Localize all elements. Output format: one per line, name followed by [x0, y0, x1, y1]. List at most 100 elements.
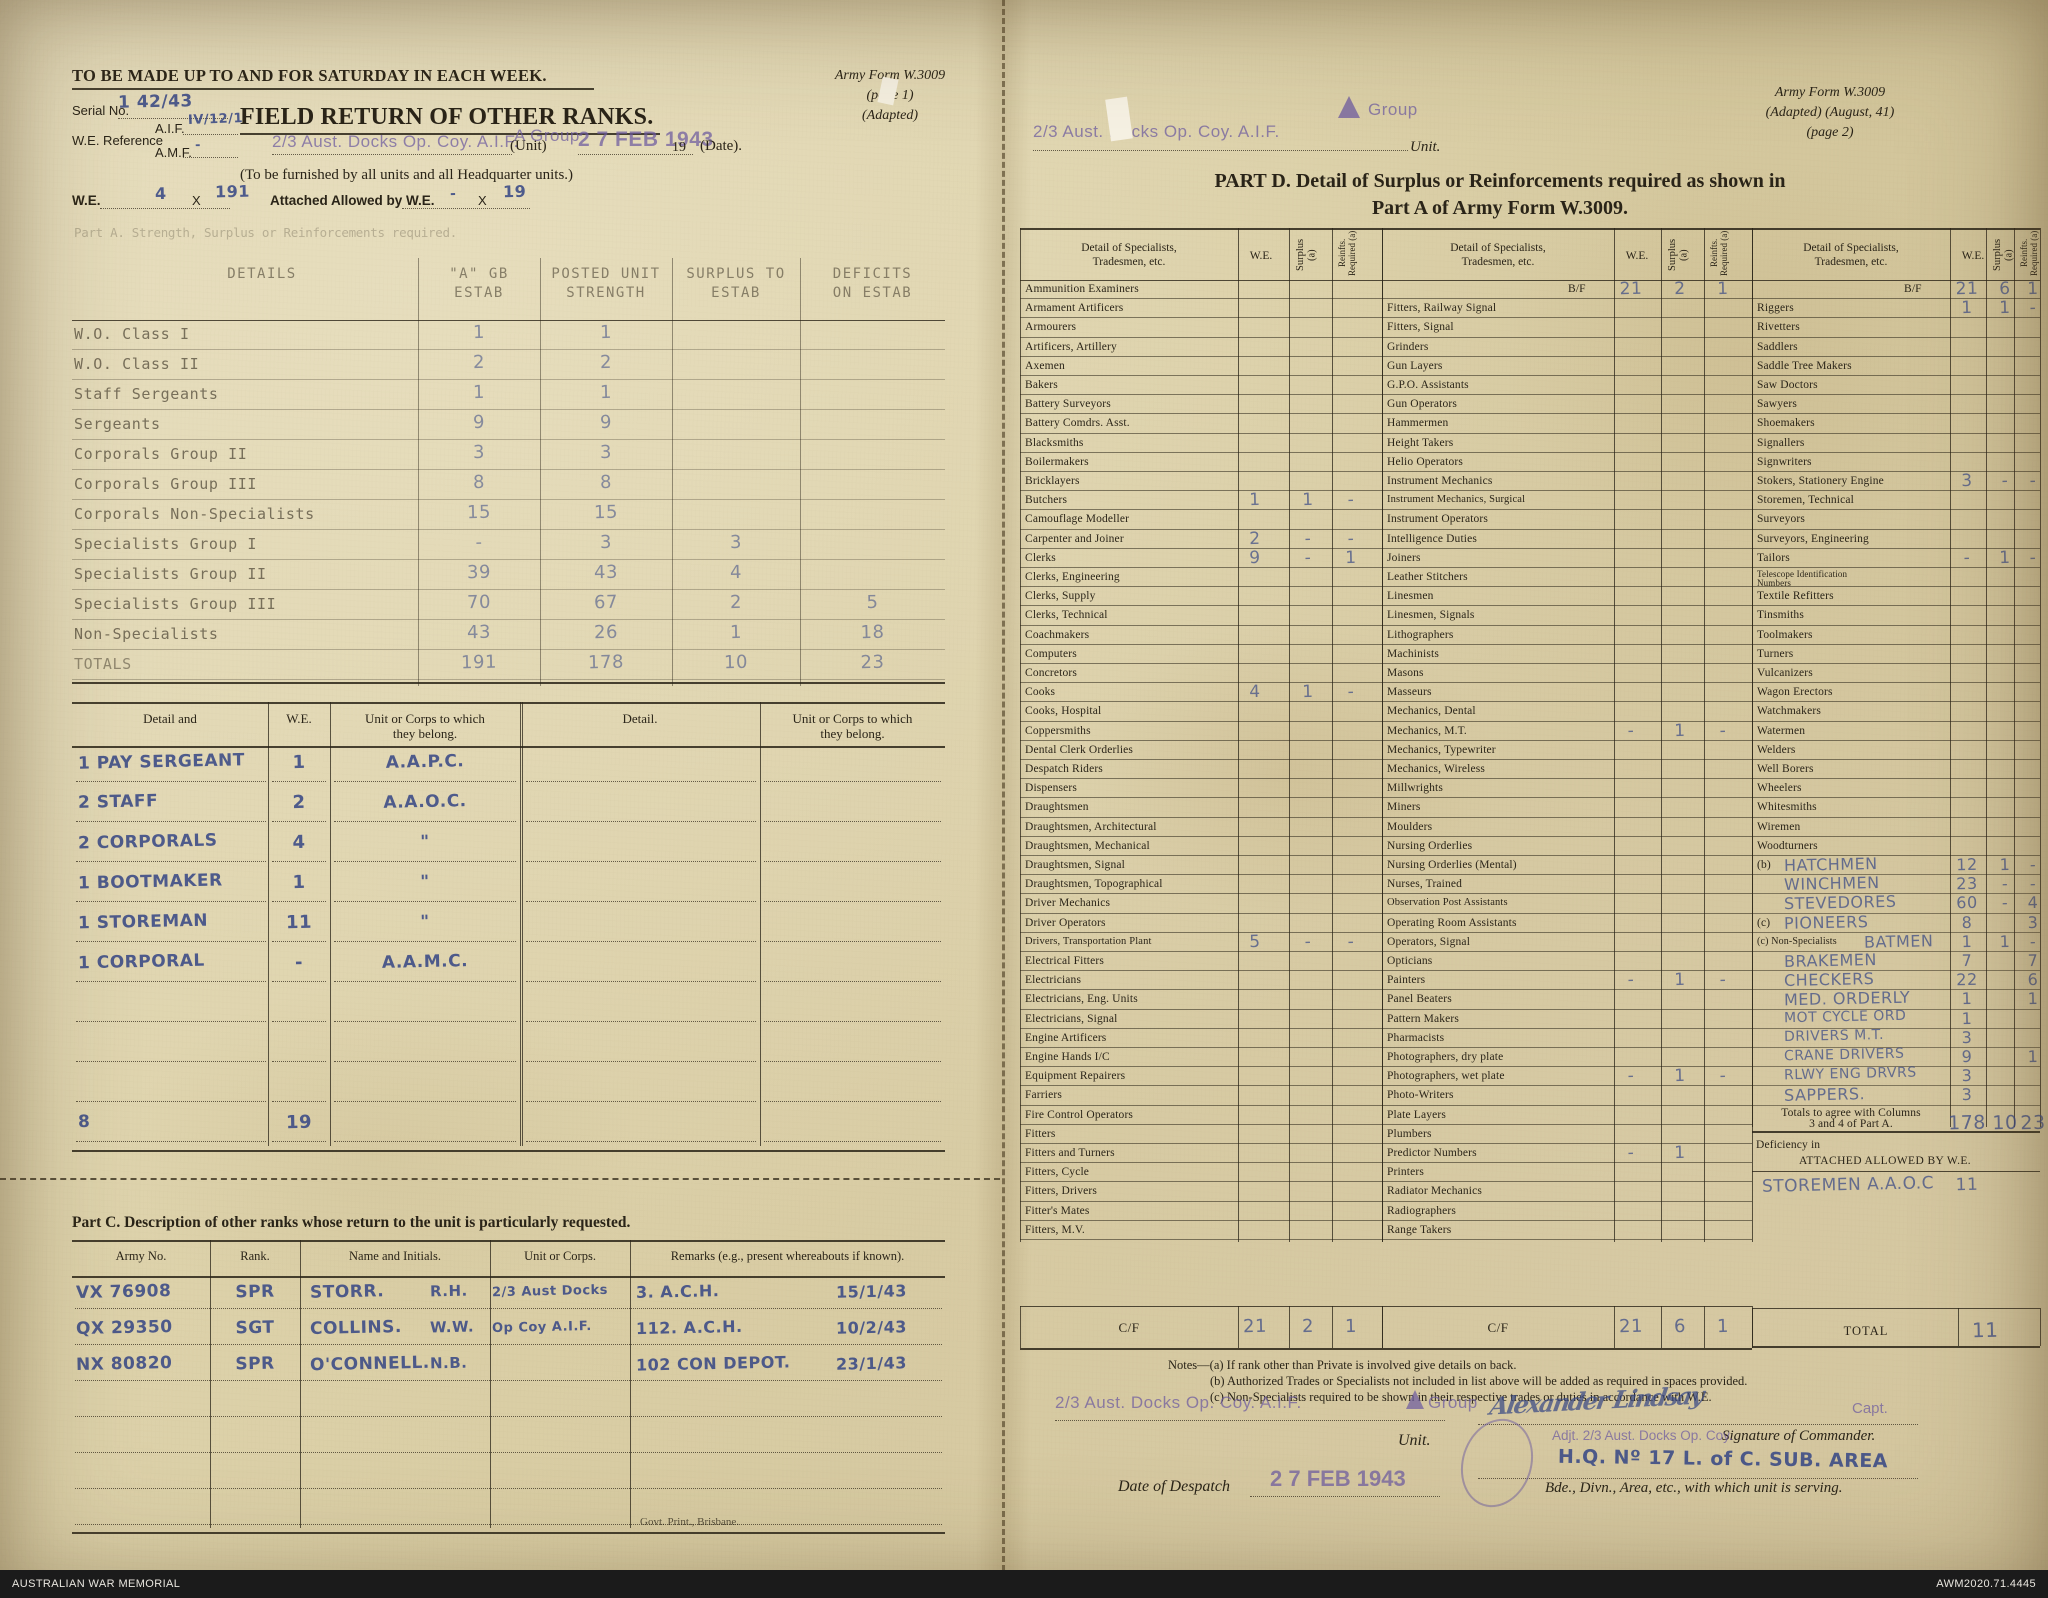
part-d-cell-value: -	[1627, 970, 1635, 991]
part-d-row-rule	[1020, 951, 1382, 952]
part-d-top-rule	[1382, 228, 1752, 230]
part-d-totals-label: Totals to agree with Columns	[1781, 1106, 1921, 1119]
part-d-row-name: Tailors	[1757, 551, 1790, 564]
part-d-row-rule	[1020, 835, 1382, 837]
part-d-row-rule	[1382, 912, 1752, 914]
we-label: W.E.	[72, 193, 101, 208]
part-b-header: they belong.	[392, 726, 458, 741]
main-table-header-rule	[72, 320, 945, 321]
main-table-row-rule	[72, 619, 945, 620]
part-d-cell-value: -	[1347, 490, 1355, 511]
we-x: X	[192, 193, 201, 208]
part-b-row-dotrule	[526, 861, 756, 862]
main-table-cell: 8	[599, 471, 613, 494]
part-d-row-rule	[1752, 317, 2040, 319]
part-d-row-rule	[1020, 1200, 1382, 1202]
part-c-name: STORR.	[309, 1281, 385, 1303]
date-label: (Date).	[700, 138, 743, 154]
part-d-note: Notes—(a) If rank other than Private is …	[1168, 1358, 1517, 1372]
part-d-total-bottom-rule	[1752, 1346, 2040, 1348]
part-d-top-rule	[1752, 228, 2040, 230]
main-table-row-label: Corporals Group II	[74, 445, 248, 463]
part-d-row-rule	[1382, 739, 1752, 741]
part-d-row-rule	[1382, 682, 1752, 684]
part-d-row-name: Stokers, Stationery Engine	[1757, 475, 1884, 487]
part-b-row-dotrule	[526, 981, 756, 982]
part-d-row-rule	[1752, 816, 2040, 818]
part-d-total-col-rule	[1958, 1308, 1959, 1346]
part-d-row-name: Wiremen	[1757, 820, 1801, 833]
part-b-row-dotrule	[526, 781, 756, 782]
date-rule	[578, 154, 693, 155]
part-d-col-header-detail: Tradesmen, etc.	[1814, 256, 1888, 268]
part-c-initials: R.H.	[429, 1281, 468, 1301]
part-d-row-name: Butchers	[1025, 494, 1068, 507]
part-d-total-col-rule	[2040, 1308, 2041, 1346]
part-b-row-dotrule	[334, 941, 516, 942]
part-d-handwritten-name: SAPPERS.	[1783, 1084, 1866, 1106]
part-b-row-dotrule	[526, 941, 756, 942]
part-b-row-dotrule	[334, 1101, 516, 1102]
part-d-row-rule	[1020, 528, 1382, 530]
part-d-row-name: Carpenter and Joiner	[1025, 532, 1124, 545]
part-d-title-line2: Part A of Army Form W.3009.	[1371, 197, 1629, 219]
main-table-row-rule	[72, 379, 945, 380]
part-b-row-dotrule	[334, 1021, 516, 1022]
part-b-corps: "	[420, 871, 430, 893]
part-d-row-name: Clerks, Supply	[1025, 590, 1096, 603]
right-form-ref-line3: (page 2)	[1806, 125, 1854, 140]
part-d-note: (b) Authorized Trades or Specialists not…	[1210, 1374, 1748, 1388]
unit-group-stamp: A Group	[514, 126, 580, 145]
date-stamp: 2 7 FEB 1943	[578, 128, 714, 151]
part-b-row-dotrule	[764, 1141, 941, 1142]
part-d-row-name: Toolmakers	[1757, 628, 1813, 641]
part-d-row-rule	[1382, 298, 1752, 300]
part-d-row-name: Gun Layers	[1387, 359, 1443, 372]
part-d-row-name: Armament Artificers	[1025, 302, 1124, 315]
aif-rule	[183, 134, 238, 135]
main-table-cell: 2	[599, 351, 613, 374]
part-d-row-rule	[1752, 567, 2040, 568]
part-d-row-rule	[1020, 547, 1382, 549]
page-title: FIELD RETURN OF OTHER RANKS.	[240, 104, 654, 130]
part-d-row-rule	[1020, 797, 1382, 799]
part-d-col-rule	[1704, 228, 1705, 1242]
part-d-handwritten-name: CHECKERS	[1783, 969, 1875, 991]
part-d-row-rule	[1020, 682, 1382, 684]
part-d-row-rule	[1752, 835, 2040, 837]
part-d-row-rule	[1752, 701, 2040, 703]
part-d-cell-value: -	[1627, 720, 1635, 741]
part-d-handwritten-name: HATCHMEN	[1783, 854, 1878, 875]
attached-a: -	[449, 185, 457, 203]
part-b-row-dotrule	[76, 1141, 266, 1142]
part-d-row-name: Fitters, Drivers	[1025, 1185, 1098, 1198]
part-b-row-dotrule	[76, 941, 266, 942]
part-d-row-name: Draughtsmen, Signal	[1025, 859, 1125, 871]
part-d-row-rule	[1020, 1085, 1382, 1087]
part-d-row-rule	[1382, 1123, 1752, 1125]
part-d-row-rule	[1020, 893, 1382, 895]
part-d-handwritten-value: 8	[1961, 912, 1973, 932]
part-d-row-name: Bakers	[1025, 379, 1058, 391]
part-d-cell-value: 1	[2027, 278, 2039, 300]
we-b: 191	[214, 181, 251, 202]
part-d-row-name: Observation Post Assistants	[1387, 897, 1508, 909]
part-d-col-header-reinfts: Reinfts. Required (a)	[2019, 230, 2039, 276]
part-d-row-rule	[1382, 1008, 1752, 1010]
part-d-row-rule	[1752, 394, 2040, 396]
part-d-row-name: Hammermen	[1387, 417, 1449, 430]
part-b-row-dotrule	[76, 1021, 266, 1022]
part-d-cf-value: 1	[1344, 1315, 1358, 1338]
part-d-row-rule	[1020, 912, 1382, 914]
part-d-row-name: Mechanics, Wireless	[1387, 763, 1485, 775]
date-suffix: 19	[672, 140, 686, 155]
main-table-header: ON ESTAB	[832, 285, 913, 301]
part-d-handwritten-prefix: (c) Non-Specialists	[1757, 935, 1837, 947]
part-c-separator	[0, 1178, 1000, 1180]
part-d-row-name: Storemen, Technical	[1757, 494, 1854, 507]
form-ref-line3: (Adapted)	[862, 108, 918, 123]
part-d-row-rule	[1020, 874, 1382, 876]
main-table-row-rule	[72, 469, 945, 470]
part-d-row-name: Panel Beaters	[1387, 993, 1452, 1006]
part-d-row-rule	[1020, 759, 1382, 760]
